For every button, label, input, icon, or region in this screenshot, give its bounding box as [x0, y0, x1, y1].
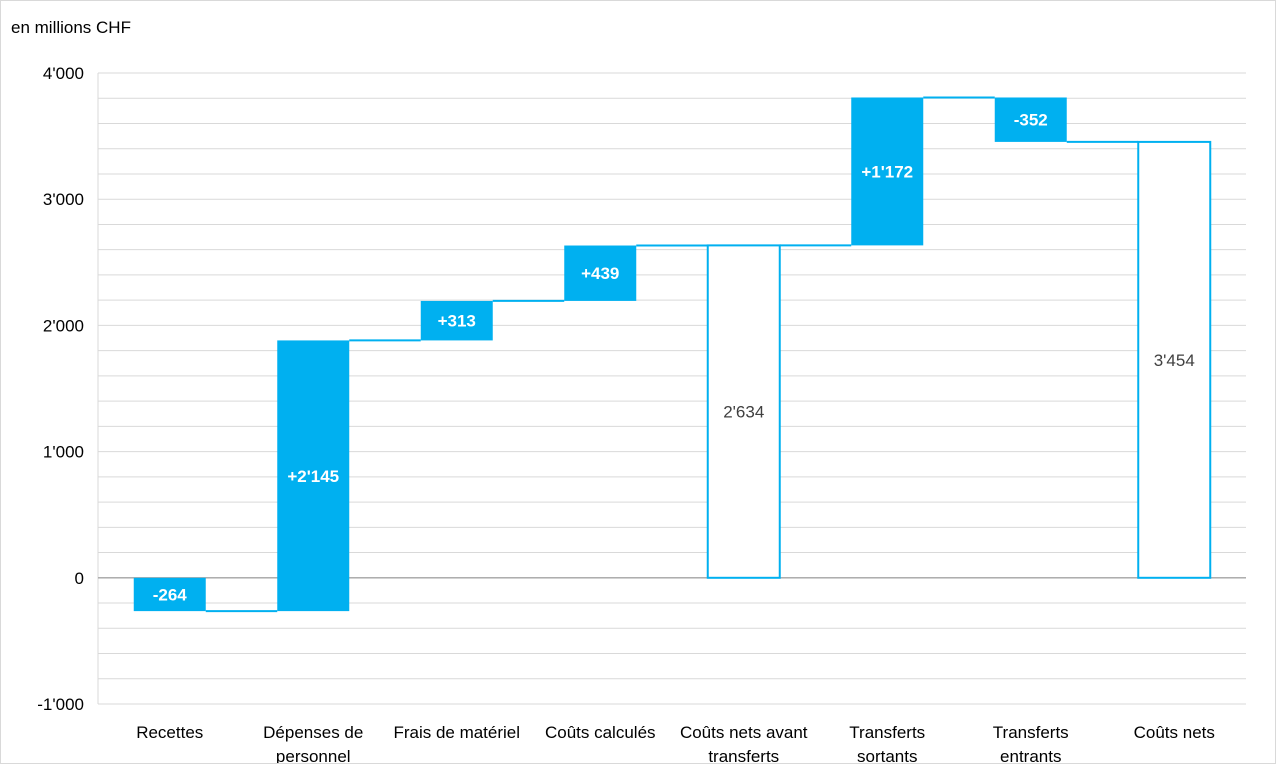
delta-bar — [851, 97, 924, 246]
x-tick-label: entrants — [1000, 747, 1061, 763]
x-tick-label: Transferts — [849, 723, 925, 742]
data-label: -264 — [153, 585, 188, 604]
x-tick-label: Transferts — [993, 723, 1069, 742]
delta-bar — [133, 577, 206, 612]
y-tick-label: 3'000 — [43, 190, 84, 209]
delta-bar — [420, 300, 493, 341]
total-bar — [706, 244, 781, 579]
total-bar — [1137, 140, 1212, 579]
x-tick-label: Coûts calculés — [545, 723, 656, 742]
data-label: 2'634 — [723, 403, 764, 422]
y-tick-label: 0 — [75, 569, 84, 588]
data-label: -352 — [1014, 111, 1048, 130]
x-tick-label: transferts — [708, 747, 779, 763]
y-tick-label: -1'000 — [37, 695, 84, 714]
x-tick-label: Frais de matériel — [393, 723, 520, 742]
data-label: +313 — [438, 312, 476, 331]
data-label: 3'454 — [1154, 351, 1195, 370]
delta-bar — [564, 245, 637, 301]
data-label: +1'172 — [861, 162, 913, 181]
x-tick-label: Recettes — [136, 723, 203, 742]
delta-bar — [277, 340, 350, 612]
data-label: +2'145 — [287, 467, 339, 486]
x-tick-label: Coûts nets — [1134, 723, 1215, 742]
y-tick-label: 1'000 — [43, 443, 84, 462]
delta-bar — [994, 97, 1067, 142]
x-tick-label: sortants — [857, 747, 917, 763]
data-label: +439 — [581, 264, 619, 283]
unit-label: en millions CHF — [11, 18, 131, 37]
y-tick-label: 4'000 — [43, 64, 84, 83]
x-tick-label: Coûts nets avant — [680, 723, 808, 742]
x-tick-label: Dépenses de — [263, 723, 363, 742]
x-tick-label: personnel — [276, 747, 351, 763]
y-tick-label: 2'000 — [43, 316, 84, 335]
